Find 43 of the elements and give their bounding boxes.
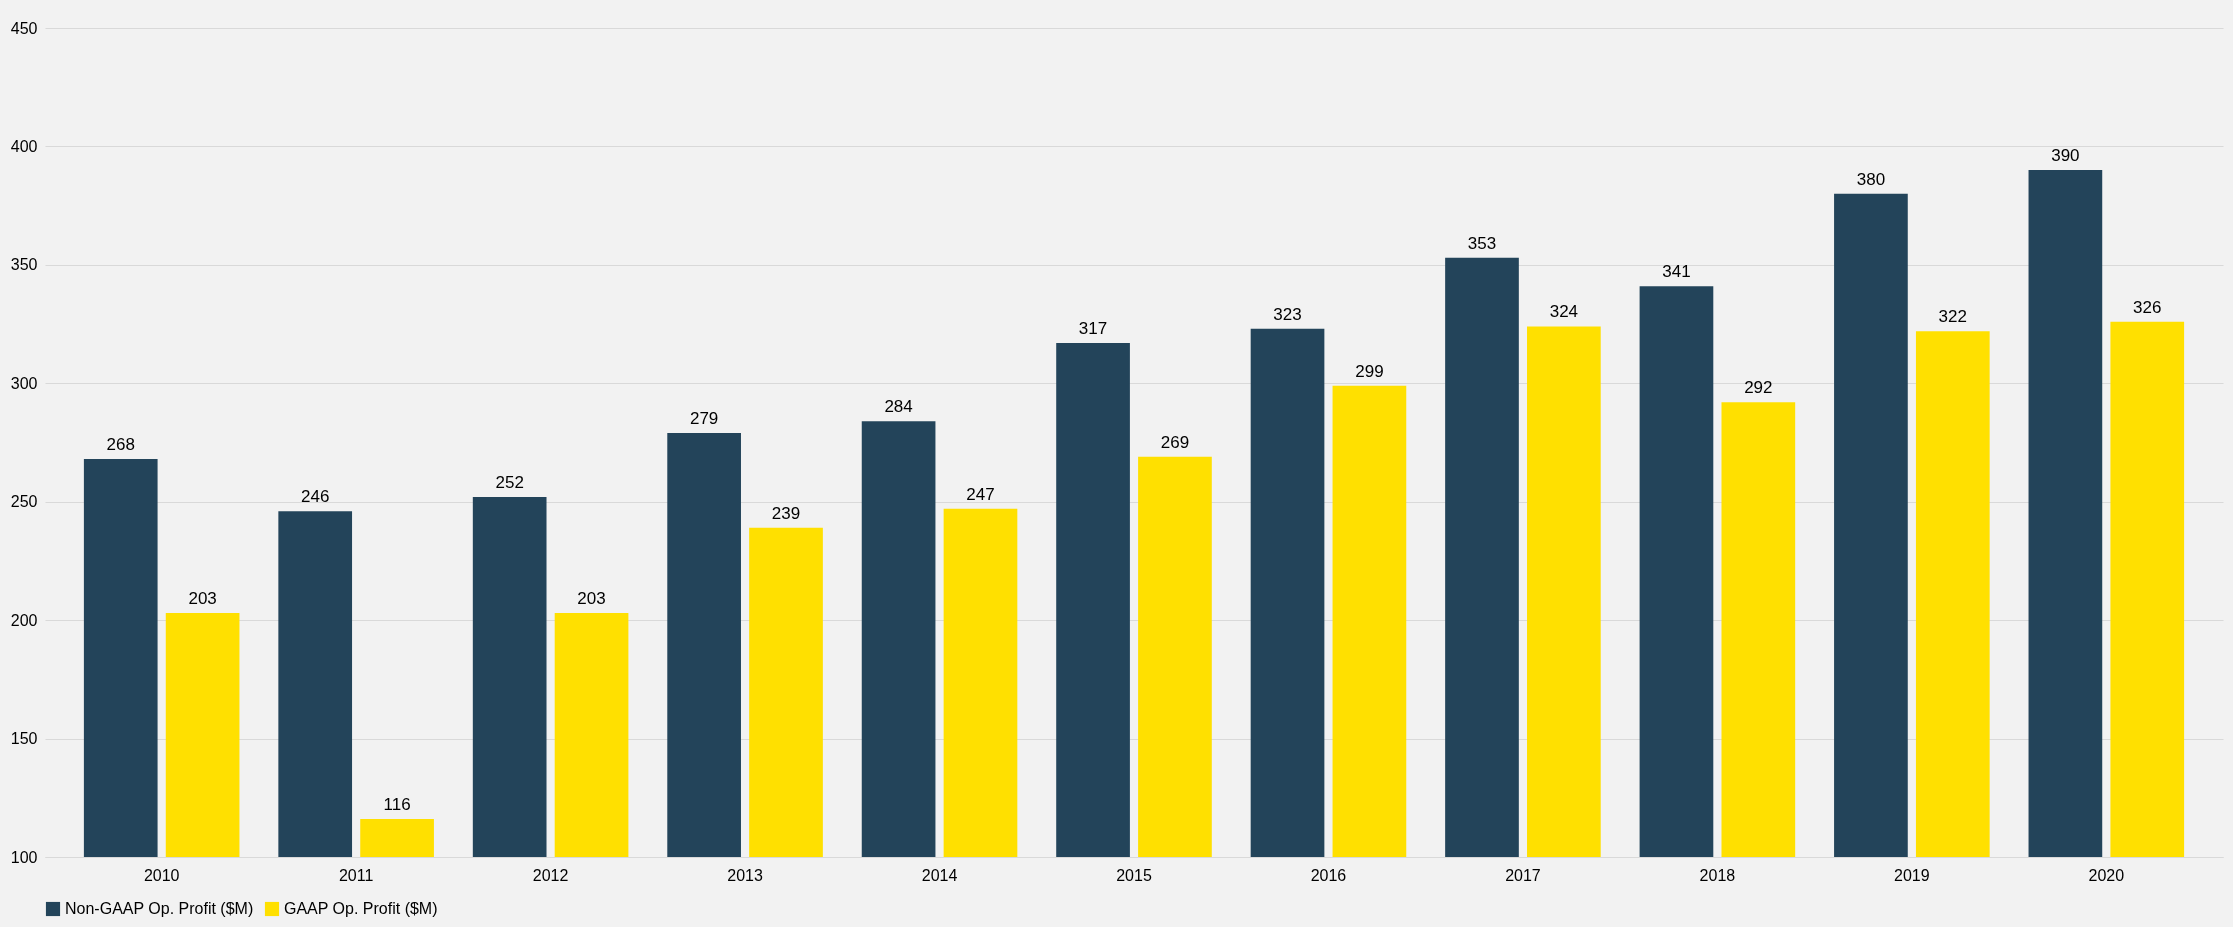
data-label: 323 bbox=[1273, 304, 1302, 324]
data-label: 326 bbox=[2133, 297, 2162, 317]
x-tick-label: 2013 bbox=[727, 866, 763, 884]
x-tick-label: 2010 bbox=[143, 866, 180, 884]
data-label: 390 bbox=[2051, 146, 2080, 166]
data-label: 324 bbox=[1549, 302, 1579, 322]
x-tick-label: 2012 bbox=[532, 866, 569, 884]
data-label: 269 bbox=[1160, 432, 1190, 452]
data-label: 203 bbox=[577, 589, 606, 609]
x-tick-label: 2018 bbox=[1699, 866, 1736, 884]
x-tick-label: 2016 bbox=[1310, 866, 1347, 884]
y-tick-label: 450 bbox=[10, 19, 38, 37]
data-label: 252 bbox=[495, 472, 524, 492]
legend-label: Non-GAAP Op. Profit ($M) bbox=[65, 900, 254, 917]
x-tick-label: 2014 bbox=[921, 866, 958, 884]
data-label: 268 bbox=[106, 435, 135, 455]
data-label: 380 bbox=[1856, 169, 1886, 189]
data-label: 247 bbox=[966, 484, 995, 504]
data-label: 284 bbox=[884, 397, 913, 417]
y-tick-label: 150 bbox=[10, 730, 38, 748]
y-tick-label: 200 bbox=[10, 611, 38, 629]
y-tick-label: 300 bbox=[10, 374, 38, 392]
data-label: 246 bbox=[301, 487, 330, 507]
data-label: 341 bbox=[1662, 262, 1691, 282]
x-tick-label: 2015 bbox=[1116, 866, 1152, 884]
x-tick-label: 2011 bbox=[338, 866, 374, 884]
x-tick-label: 2020 bbox=[2088, 866, 2125, 884]
data-label: 279 bbox=[689, 409, 719, 429]
data-label: 299 bbox=[1355, 361, 1384, 381]
data-label: 317 bbox=[1078, 319, 1108, 339]
y-tick-label: 250 bbox=[10, 493, 38, 511]
y-tick-label: 400 bbox=[10, 137, 38, 155]
y-tick-label: 350 bbox=[10, 256, 38, 274]
data-label: 292 bbox=[1744, 378, 1773, 398]
x-tick-label: 2019 bbox=[1894, 866, 1930, 884]
data-label: 116 bbox=[383, 795, 411, 815]
data-label: 353 bbox=[1467, 233, 1497, 253]
data-label: 203 bbox=[188, 589, 217, 609]
data-label: 239 bbox=[771, 503, 801, 523]
legend-label: GAAP Op. Profit ($M) bbox=[284, 900, 438, 917]
y-tick-label: 100 bbox=[10, 848, 38, 866]
data-label: 322 bbox=[1938, 307, 1967, 327]
x-tick-label: 2017 bbox=[1505, 866, 1541, 884]
